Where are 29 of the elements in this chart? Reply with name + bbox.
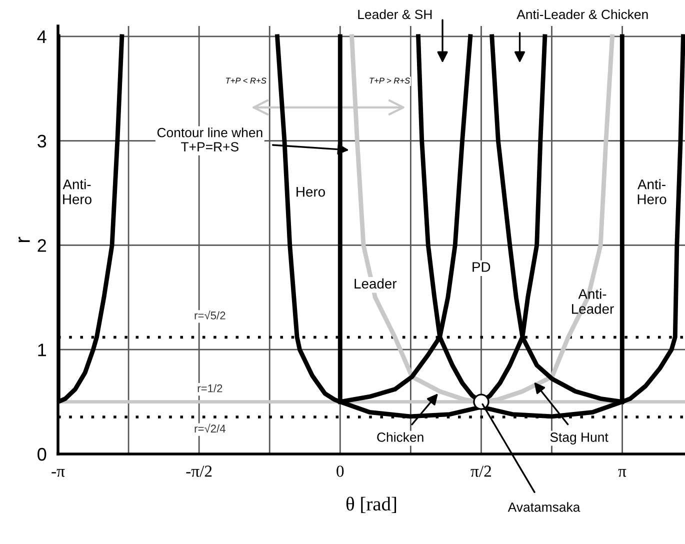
y-tick-label: 4 <box>37 30 46 43</box>
x-tick-label: π <box>618 469 626 477</box>
annotation: Stag Hunt <box>550 432 608 444</box>
x-tick-label: π/2 <box>470 466 491 477</box>
y-tick-label: 2 <box>38 239 46 252</box>
y-tick-label: 1 <box>38 344 46 356</box>
x-tick-label: -π/2 <box>186 466 212 477</box>
annotation: Contour line when T+P=R+S <box>157 128 262 152</box>
text: Anti-Leader & Chicken <box>516 9 648 20</box>
x-tick-label: 0 <box>336 466 344 477</box>
annotation: T+P > R+S <box>370 78 410 84</box>
ref-line-label: r=1/2 <box>198 384 222 392</box>
x-tick-label: -π <box>52 469 65 477</box>
annotation: Leader <box>354 278 397 289</box>
ref-line-label: r=√2/4 <box>194 424 226 433</box>
annotation: Anti- Hero <box>638 179 666 204</box>
annotation: T+P < R+S <box>226 78 266 84</box>
ref-line-label: r=√5/2 <box>194 310 226 320</box>
y-tick-label: 3 <box>38 134 46 148</box>
text: Leader & SH <box>358 9 432 20</box>
annotation: Anti- Hero <box>62 179 92 204</box>
annotation: PD <box>472 262 490 272</box>
y-axis-title: r <box>18 236 30 242</box>
annotation: Chicken <box>377 432 424 442</box>
x-axis-title: θ [rad] <box>346 496 396 513</box>
annotation: Anti- Leader <box>572 288 614 314</box>
y-tick-label: 0 <box>38 448 46 461</box>
annotation: Hero <box>296 187 325 197</box>
annotation: Avatamsaka <box>508 502 580 512</box>
